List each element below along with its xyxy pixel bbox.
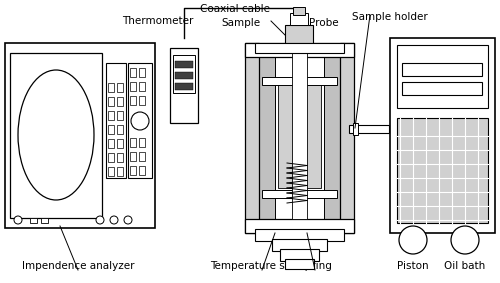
Bar xyxy=(278,78,321,188)
Circle shape xyxy=(14,216,22,224)
Bar xyxy=(245,219,354,233)
Bar xyxy=(10,53,102,218)
Bar xyxy=(130,138,136,147)
Text: Oil bath: Oil bath xyxy=(444,261,486,271)
Bar xyxy=(108,139,114,148)
Bar xyxy=(117,83,123,92)
Circle shape xyxy=(96,216,104,224)
Bar xyxy=(175,61,193,68)
Bar xyxy=(139,138,145,147)
Bar xyxy=(390,38,495,233)
Circle shape xyxy=(399,226,427,254)
Bar xyxy=(259,43,340,219)
Text: Piston: Piston xyxy=(397,261,429,271)
Bar xyxy=(139,166,145,175)
Bar xyxy=(130,82,136,91)
Bar xyxy=(130,68,136,77)
Bar xyxy=(139,152,145,161)
Text: Temperature sensor: Temperature sensor xyxy=(210,261,314,271)
Bar xyxy=(245,43,259,233)
Circle shape xyxy=(131,112,149,130)
Text: Spring: Spring xyxy=(298,261,332,271)
Bar xyxy=(262,190,337,198)
Bar xyxy=(139,82,145,91)
Bar xyxy=(285,259,314,269)
Bar xyxy=(139,68,145,77)
Bar xyxy=(280,249,319,261)
Bar xyxy=(117,139,123,148)
Bar xyxy=(397,45,488,108)
Text: Probe: Probe xyxy=(309,18,338,28)
Bar xyxy=(130,152,136,161)
Text: Thermometer: Thermometer xyxy=(122,16,193,26)
Text: Sample: Sample xyxy=(222,18,261,28)
Bar xyxy=(117,153,123,162)
Bar xyxy=(173,55,195,93)
Bar xyxy=(106,63,126,178)
Text: Sample holder: Sample holder xyxy=(352,12,428,22)
Bar xyxy=(117,111,123,120)
Bar xyxy=(285,25,313,43)
Bar xyxy=(292,39,307,219)
Bar xyxy=(128,63,152,178)
Bar xyxy=(41,218,48,223)
Bar xyxy=(117,97,123,106)
Bar xyxy=(117,167,123,176)
Circle shape xyxy=(110,216,118,224)
Bar xyxy=(293,7,305,15)
Bar xyxy=(30,218,37,223)
Ellipse shape xyxy=(18,70,94,200)
Bar xyxy=(139,96,145,105)
Bar xyxy=(402,63,482,76)
Bar xyxy=(272,239,327,251)
Bar xyxy=(275,43,324,219)
Bar xyxy=(130,166,136,175)
Bar xyxy=(397,118,488,223)
Circle shape xyxy=(124,216,132,224)
Bar xyxy=(402,82,482,95)
Circle shape xyxy=(451,226,479,254)
Bar xyxy=(262,77,337,85)
Bar xyxy=(255,43,344,53)
Bar xyxy=(175,72,193,79)
Bar xyxy=(175,83,193,90)
Bar xyxy=(170,48,198,123)
Bar xyxy=(108,97,114,106)
Bar xyxy=(130,96,136,105)
Bar xyxy=(255,229,344,241)
Bar xyxy=(108,125,114,134)
Text: Impendence analyzer: Impendence analyzer xyxy=(22,261,134,271)
Bar xyxy=(117,125,123,134)
Bar xyxy=(353,123,358,135)
Bar xyxy=(108,167,114,176)
Bar xyxy=(108,111,114,120)
Bar xyxy=(108,153,114,162)
Bar xyxy=(290,13,308,25)
Bar xyxy=(340,43,354,233)
Bar xyxy=(245,43,354,57)
Bar xyxy=(5,43,155,228)
Bar xyxy=(108,83,114,92)
Bar xyxy=(349,125,389,133)
Text: Coaxial cable: Coaxial cable xyxy=(200,4,270,14)
